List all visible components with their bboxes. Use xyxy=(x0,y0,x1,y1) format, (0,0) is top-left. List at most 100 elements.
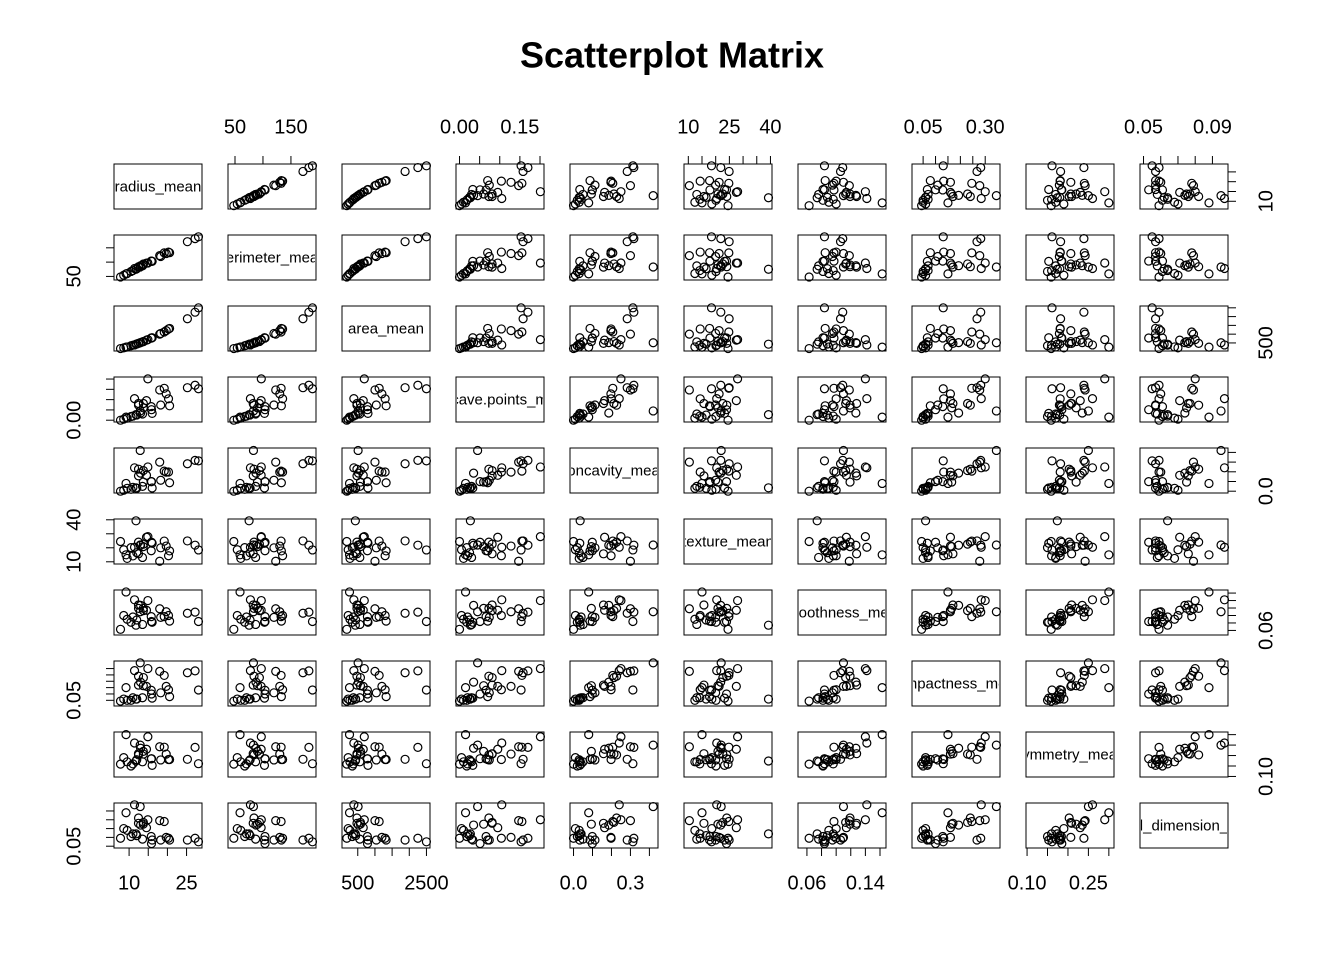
point xyxy=(1064,464,1074,474)
point xyxy=(244,694,254,704)
point xyxy=(705,185,715,195)
point xyxy=(701,831,711,841)
point xyxy=(349,665,359,676)
point xyxy=(254,672,264,683)
point xyxy=(371,475,381,485)
point xyxy=(133,818,144,828)
point xyxy=(229,833,239,843)
point xyxy=(690,342,700,352)
point xyxy=(945,532,956,542)
point xyxy=(514,604,524,614)
panel-frame xyxy=(797,731,887,778)
point xyxy=(1152,481,1162,491)
point xyxy=(229,696,239,706)
point xyxy=(1044,184,1054,195)
point xyxy=(918,831,928,842)
point xyxy=(355,693,365,703)
point xyxy=(483,175,493,186)
point xyxy=(380,685,390,695)
point xyxy=(496,833,506,843)
point xyxy=(877,342,887,352)
point xyxy=(723,343,733,354)
point xyxy=(156,755,166,765)
point xyxy=(421,384,432,394)
point xyxy=(1055,608,1066,618)
point xyxy=(475,754,485,764)
point xyxy=(126,543,136,553)
point xyxy=(159,536,169,546)
point xyxy=(141,396,152,406)
point xyxy=(133,750,144,760)
point xyxy=(991,740,1001,750)
point xyxy=(1173,343,1183,353)
point xyxy=(487,465,497,476)
point xyxy=(628,232,638,242)
point xyxy=(481,831,491,842)
point xyxy=(976,263,986,274)
point xyxy=(1150,617,1161,627)
point xyxy=(1046,272,1056,282)
point xyxy=(256,815,266,825)
point xyxy=(706,161,717,171)
point xyxy=(248,740,259,750)
point xyxy=(353,406,363,416)
point xyxy=(1104,478,1114,489)
point xyxy=(860,258,870,268)
point xyxy=(374,816,384,827)
point xyxy=(514,742,524,752)
point xyxy=(1079,307,1089,317)
point xyxy=(1187,383,1197,393)
point xyxy=(276,692,286,702)
point xyxy=(976,595,986,605)
point xyxy=(586,542,596,552)
point xyxy=(962,398,973,409)
point xyxy=(608,327,618,337)
point xyxy=(164,692,175,702)
point xyxy=(454,624,465,634)
point xyxy=(1204,342,1214,352)
point xyxy=(193,456,204,466)
point xyxy=(298,835,308,845)
point xyxy=(146,754,157,764)
point xyxy=(516,837,526,847)
point xyxy=(819,405,830,415)
point xyxy=(587,754,597,764)
point xyxy=(359,815,369,825)
point xyxy=(1077,677,1087,687)
x-tick-label: 2500 xyxy=(404,872,449,894)
point xyxy=(271,556,281,566)
panel-frame xyxy=(797,518,887,565)
point xyxy=(143,374,153,384)
point xyxy=(578,552,588,563)
point xyxy=(1083,445,1094,456)
point xyxy=(606,394,616,404)
point xyxy=(481,256,491,266)
point xyxy=(721,476,732,487)
point xyxy=(146,831,156,842)
point xyxy=(1046,415,1056,425)
point xyxy=(506,832,516,842)
point xyxy=(122,553,132,564)
point xyxy=(129,665,140,676)
point xyxy=(697,478,707,489)
point xyxy=(711,411,721,422)
point xyxy=(732,732,743,742)
panel-frame xyxy=(1139,731,1229,778)
point xyxy=(516,545,526,555)
point xyxy=(1173,545,1183,555)
point xyxy=(574,553,584,564)
point xyxy=(1150,251,1161,262)
point xyxy=(473,740,483,750)
point xyxy=(831,270,841,280)
point xyxy=(706,616,717,627)
point xyxy=(523,742,533,752)
point xyxy=(355,834,365,844)
variable-label: fractal_dimension_mean xyxy=(1102,817,1265,834)
x-tick-label: 40 xyxy=(759,116,781,138)
point xyxy=(137,619,148,630)
panel-frame xyxy=(797,305,887,352)
point xyxy=(1077,468,1087,478)
point xyxy=(126,695,136,705)
panel-frame xyxy=(227,802,317,849)
point xyxy=(355,481,365,491)
